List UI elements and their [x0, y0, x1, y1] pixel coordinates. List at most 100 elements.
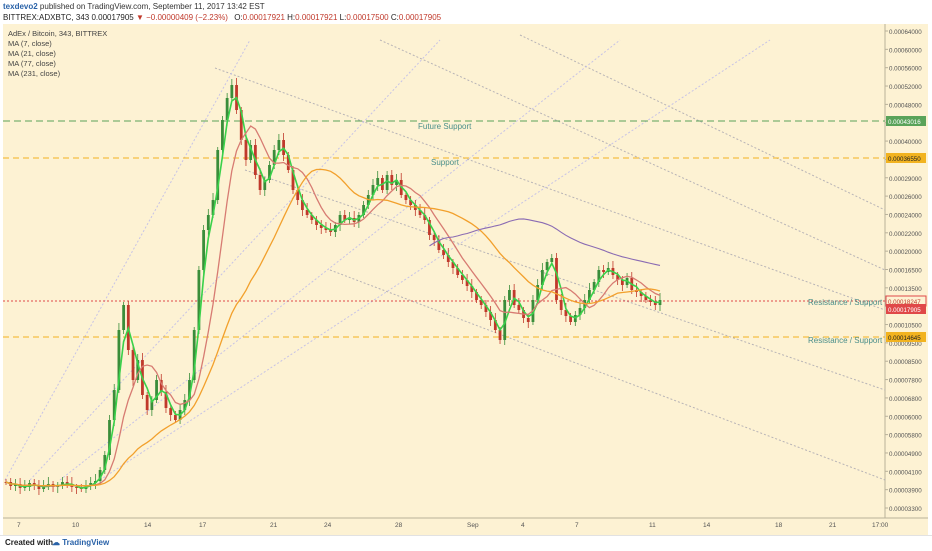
future-support-price-label-bg — [886, 116, 926, 126]
legend-ma231[interactable]: MA (231, close) — [8, 69, 61, 78]
candle-body — [272, 150, 276, 165]
candle-body — [545, 262, 549, 270]
future-support-price-label: 0.00043016 — [888, 119, 921, 126]
candle-body — [277, 140, 281, 150]
candle-body — [418, 210, 422, 215]
candle-body — [183, 400, 187, 410]
time-tick: Sep — [467, 522, 479, 529]
candle-body — [108, 420, 111, 455]
price-tick: 0.00056000 — [889, 66, 922, 73]
candle-body — [348, 218, 351, 220]
price-tick: 0.00007800 — [889, 378, 922, 385]
candle-body — [536, 285, 540, 300]
price-tick: 0.00006800 — [889, 396, 922, 403]
candle-body — [597, 270, 601, 282]
support-label: Support — [431, 158, 460, 167]
candle-body — [517, 305, 521, 310]
price-tick: 0.00004900 — [889, 451, 922, 458]
candle-body — [32, 483, 36, 485]
price-tick: 0.00029000 — [889, 176, 922, 183]
time-axis-ticks: 7 10 14 17 21 24 28 Sep 4 7 11 14 18 21 17:00 — [17, 522, 889, 529]
chart-area[interactable]: Future Support Support Resistance / Supp… — [3, 24, 928, 536]
symbol-header: BITTREX:ADXBTC, 343 0.00017905 ▼ −0.0000… — [3, 13, 441, 24]
ma77-line — [5, 168, 661, 487]
candle-body — [578, 308, 582, 315]
time-tick: 7 — [17, 522, 21, 529]
resistance-price-label: 0.00018247 — [888, 299, 921, 306]
candle-body — [479, 300, 483, 305]
candle-body — [362, 205, 365, 215]
price-chart[interactable]: Future Support Support Resistance / Supp… — [3, 24, 928, 536]
tradingview-logo[interactable]: ☁ TradingView — [52, 538, 110, 547]
candle-body — [131, 350, 135, 380]
candle-body — [338, 215, 342, 225]
candle-body — [319, 225, 323, 228]
candle-body — [376, 178, 380, 185]
publisher-name[interactable]: texdevo2 — [3, 2, 38, 11]
lower-support-price-label: 0.00014645 — [888, 335, 921, 342]
time-tick: 7 — [575, 522, 579, 529]
candle-body — [296, 190, 300, 200]
future-support-label: Future Support — [418, 122, 472, 131]
candle-body — [460, 275, 464, 280]
price-tick: 0.00048000 — [889, 102, 922, 109]
resistance-support-lower-label: Resistance / Support — [808, 336, 883, 345]
support-price-label-bg — [886, 153, 926, 163]
time-tick: 10 — [72, 522, 80, 529]
candle-body — [602, 270, 605, 272]
candle-body — [395, 180, 398, 185]
candle-body — [268, 165, 271, 180]
candle-body — [216, 150, 220, 200]
candle-body — [206, 215, 210, 230]
price-tick: 0.00006000 — [889, 414, 922, 421]
candle-body — [343, 215, 347, 220]
candle-body — [164, 392, 168, 408]
candle-body — [371, 185, 375, 195]
candle-body — [526, 318, 530, 322]
legend-ma21[interactable]: MA (21, close) — [8, 49, 56, 58]
legend-ma77[interactable]: MA (77, close) — [8, 59, 56, 68]
candle-body — [112, 390, 116, 420]
time-tick: 4 — [521, 522, 525, 529]
candle-body — [644, 296, 648, 300]
candle-body — [230, 85, 234, 98]
time-tick: 21 — [270, 522, 278, 529]
symbol-line: BITTREX:ADXBTC, 343 — [3, 13, 90, 22]
price-tick: 0.00040000 — [889, 139, 922, 146]
ohlc-readout: O:0.00017921 H:0.00017921 L:0.00017500 C… — [234, 13, 442, 22]
time-tick: 17:00 — [872, 522, 889, 529]
lower-support-price-label-bg — [886, 332, 926, 342]
candle-body — [423, 215, 427, 220]
candle-body — [620, 280, 624, 285]
candle-body — [136, 360, 140, 380]
candle-body — [649, 300, 652, 302]
candle-body — [404, 195, 408, 200]
candle-body — [291, 170, 295, 190]
candle-body — [446, 255, 450, 262]
price-tick: 0.00052000 — [889, 84, 922, 91]
candle-body — [37, 485, 41, 489]
candle-body — [221, 120, 224, 150]
candle-body — [173, 415, 177, 420]
candle-body — [484, 305, 488, 312]
time-tick: 17 — [199, 522, 207, 529]
price-tick: 0.00005800 — [889, 433, 922, 440]
publish-header: texdevo2 published on TradingView.com, S… — [3, 2, 265, 13]
candle-body — [197, 270, 201, 330]
created-with-text: Created with — [5, 538, 54, 547]
candle-body — [508, 290, 511, 300]
moving-averages — [5, 96, 661, 489]
time-tick: 11 — [649, 522, 656, 529]
last-price-label: 0.00017905 — [888, 307, 921, 314]
candle-body — [61, 482, 64, 486]
candle-body — [202, 230, 206, 270]
candle-body — [169, 408, 173, 415]
legend-ma7[interactable]: MA (7, close) — [8, 39, 52, 48]
candle-body — [639, 292, 643, 296]
time-tick: 14 — [144, 522, 152, 529]
candle-body — [258, 175, 262, 190]
legend-title: AdEx / Bitcoin, 343, BITTREX — [8, 29, 108, 38]
candle-body — [315, 220, 318, 225]
price-change: ▼ −0.00000409 (−2.23%) — [135, 13, 228, 22]
candle-body — [301, 200, 304, 210]
